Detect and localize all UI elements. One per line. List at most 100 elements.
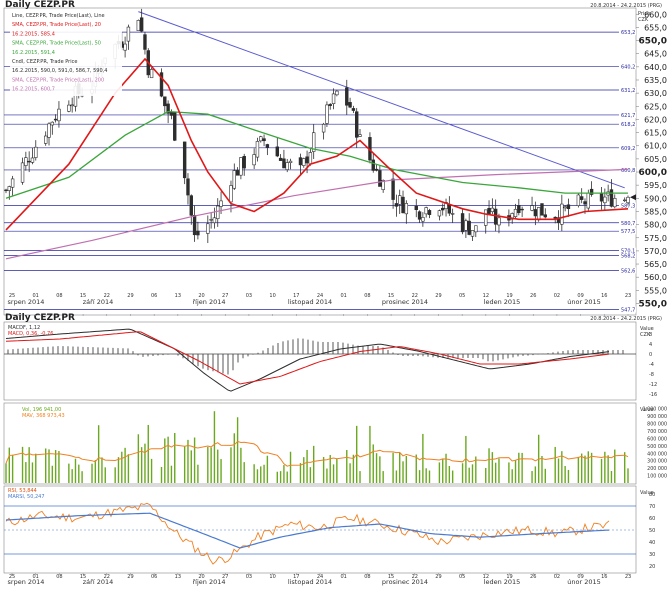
main-date-label: 16 [601, 293, 607, 299]
main-month-label: srpen 2014 [8, 298, 45, 306]
price-tick-label: 560,0 [644, 273, 667, 282]
lower-month-label: srpen 2014 [8, 578, 45, 586]
candle-body [540, 203, 544, 216]
lower-date-label: 09 [577, 574, 583, 580]
lower-date-label: 15 [80, 574, 86, 580]
price-tick-label: 605,0 [644, 155, 667, 164]
macd-tick-label: 0 [649, 352, 652, 358]
candle-body [424, 207, 428, 215]
candle-body [437, 210, 442, 217]
price-tick-label: 625,0 [644, 102, 667, 111]
price-tick-label: 575,0 [644, 234, 667, 243]
candle-body [626, 196, 630, 204]
main-date-label: 19 [506, 293, 512, 299]
horizontal-levels: 653,2 640,2 631,2 621,7 618,2 609,2 600,8 587,3… [4, 29, 636, 314]
candle-body [166, 103, 170, 114]
candle-body [417, 211, 422, 220]
macd-tick-label: -16 [649, 392, 657, 398]
main-date-label: 08 [364, 293, 370, 299]
main-month-label: únor 2015 [567, 298, 601, 306]
candle-body [391, 178, 395, 200]
candle-body [398, 195, 402, 205]
sma50-line [5, 110, 628, 199]
candle-body [30, 157, 35, 163]
candle-body [345, 87, 349, 106]
candle-body [358, 134, 362, 137]
legend-entry: SMA, CEZP.PR, Trade Price(Last), 200 [12, 77, 104, 83]
macd-tick-label: 4 [649, 342, 652, 348]
legend-entry: 16.2.2015, 600,7 [12, 87, 55, 93]
candle-body [34, 146, 38, 158]
candle-body [288, 160, 293, 163]
candle-body [421, 217, 425, 222]
macd-tick-label: -4 [649, 362, 654, 368]
main-date-label: 05 [459, 293, 465, 299]
resistance-trendline [138, 11, 625, 189]
macd-signal-line [5, 331, 610, 385]
price-tick-label: 650,0 [639, 37, 667, 47]
main-date-label: 29 [435, 293, 441, 299]
main-date-label: 12 [483, 293, 489, 299]
lower-month-label: září 2014 [83, 578, 113, 586]
candle-body [216, 205, 220, 219]
candle-body [143, 34, 147, 50]
legend-entry: Line, CEZP.PR, Trade Price(Last), Line [12, 13, 105, 19]
level-label: 570,1 [621, 249, 635, 255]
level-label: 640,2 [621, 64, 635, 70]
main-date-label: 15 [80, 293, 86, 299]
candle-body [186, 178, 190, 196]
legend-entry: Cndl, CEZP.PR, Trade Price [12, 59, 77, 65]
marsi-line [5, 512, 610, 549]
level-label: 547,7 [621, 308, 635, 314]
main-date-label: 01 [341, 293, 347, 299]
candle-body [149, 69, 154, 79]
price-tick-label: 630,0 [644, 89, 667, 98]
volume-tick-label: 200 000 [647, 466, 667, 472]
lower-date-label: 25 [9, 574, 15, 580]
macd-line [5, 328, 610, 392]
candle-body [355, 111, 359, 138]
main-month-label: prosinec 2014 [382, 298, 428, 306]
price-tick-label: 620,0 [644, 115, 667, 124]
candle-body [255, 141, 260, 158]
level-label-bg [619, 228, 636, 235]
candle-body [609, 189, 614, 207]
price-tick-label: 640,0 [644, 63, 667, 72]
candle-body [47, 123, 51, 138]
candle-body [378, 170, 382, 187]
price-tick-label: 610,0 [644, 142, 667, 151]
candle-body [530, 205, 534, 211]
level-label-bg [619, 111, 636, 118]
candle-body [27, 160, 31, 163]
volume-tick-label: 600 000 [647, 436, 667, 442]
price-tick-label: 595,0 [644, 181, 667, 190]
main-date-label: 24 [317, 293, 323, 299]
candle-body [487, 207, 491, 215]
legend-entry: SMA, CEZP.PR, Trade Price(Last), 20 [12, 22, 101, 28]
candle-body [298, 157, 303, 166]
main-date-label: 22 [412, 293, 418, 299]
main-date-label: 03 [246, 293, 252, 299]
candle-body [513, 208, 518, 217]
candle-body [70, 104, 74, 107]
level-label-bg [619, 252, 636, 259]
trendline-layer [138, 11, 625, 189]
lower-title: Daily CEZP.PR [5, 313, 75, 323]
level-label-bg [619, 144, 636, 151]
level-label-bg [619, 219, 636, 226]
price-tick-label: 585,0 [644, 207, 667, 216]
candle-body [589, 188, 594, 195]
main-month-label: leden 2015 [484, 298, 521, 306]
level-label: 618,2 [621, 122, 635, 128]
main-date-label: 20 [198, 293, 204, 299]
price-tick-label: 615,0 [644, 129, 667, 138]
candle-body [381, 180, 385, 190]
sma200-line [5, 168, 629, 260]
candle-body [331, 93, 336, 105]
lower-date-label: 29 [435, 574, 441, 580]
candle-body [163, 96, 167, 107]
price-tick-label: 635,0 [644, 76, 667, 85]
candle-body [7, 186, 12, 191]
volume-tick-label: 400 000 [647, 451, 667, 457]
